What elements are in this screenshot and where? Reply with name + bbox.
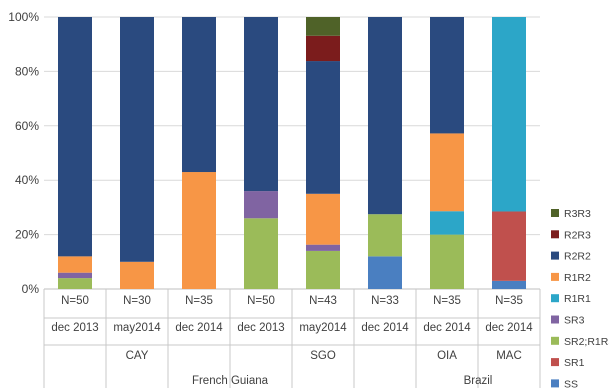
gridlines — [44, 16, 540, 290]
bar-stack — [306, 17, 340, 289]
legend-swatch — [551, 230, 559, 239]
bar-segment-ss — [368, 256, 402, 289]
bar-segment-r2r2 — [306, 61, 340, 194]
bar-segment-r1r1 — [492, 17, 526, 212]
x-country-label: French Guiana — [192, 375, 269, 387]
x-sample-size-label: N=35 — [433, 295, 461, 307]
x-date-label: dec 2013 — [51, 322, 98, 334]
bar-segment-r2r2 — [430, 17, 464, 134]
y-axis: 0% 20% 40% 60% 80% 100% — [8, 10, 39, 296]
y-tick-label: 20% — [15, 228, 39, 242]
x-sample-size-label: N=43 — [309, 295, 337, 307]
bar-segment-r1r2 — [58, 256, 92, 273]
bar-segment-sr2-r1r3 — [244, 218, 278, 289]
x-date-label: may2014 — [113, 322, 161, 334]
bar-segment-r3r3 — [306, 17, 340, 36]
legend-label: SS — [564, 378, 578, 388]
legend-label: R2R3 — [564, 229, 591, 241]
bar-stack — [430, 17, 464, 289]
x-site-label: CAY — [126, 350, 149, 362]
x-axis: N=50 dec 2013 N=30 may2014 N=35 dec 2014 N=50 d… — [43, 289, 541, 388]
legend-label: R3R3 — [564, 208, 591, 220]
bar-stack — [182, 17, 216, 289]
legend-item: R3R3 — [551, 208, 591, 220]
legend-item: SR1 — [551, 357, 585, 369]
x-sample-size-label: N=33 — [371, 295, 399, 307]
x-sample-size-label: N=30 — [123, 295, 151, 307]
bar-segment-r2r2 — [368, 17, 402, 215]
legend-item: R2R3 — [551, 229, 591, 241]
x-date-label: dec 2014 — [423, 322, 471, 334]
y-tick-label: 40% — [15, 173, 39, 187]
legend-swatch — [551, 294, 559, 303]
x-sample-size-label: N=35 — [495, 295, 523, 307]
x-date-label: dec 2013 — [237, 322, 284, 334]
x-date-label: dec 2014 — [485, 322, 533, 334]
bar-segment-sr2-r1r3 — [368, 214, 402, 257]
bar-stack — [492, 17, 526, 289]
bar-segment-sr3 — [306, 244, 340, 251]
legend-label: R2R2 — [564, 251, 591, 263]
bar-segment-sr3 — [58, 272, 92, 279]
bar-segment-ss — [492, 280, 526, 289]
bar-segment-r2r2 — [182, 17, 216, 173]
bar-segment-r2r2 — [244, 17, 278, 192]
bar-segment-r2r2 — [58, 17, 92, 257]
x-sample-size-label: N=35 — [185, 295, 213, 307]
legend-label: SR3 — [564, 315, 585, 327]
bar-segment-r1r2 — [430, 133, 464, 212]
legend-label: SR2;R1R3 — [564, 336, 609, 348]
bar-stack — [368, 17, 402, 289]
legend-item: SR2;R1R3 — [551, 336, 609, 348]
legend-swatch — [551, 209, 559, 217]
x-site-label: OIA — [437, 350, 457, 362]
legend-item: R2R2 — [551, 251, 591, 263]
legend-swatch — [551, 251, 559, 260]
legend-label: R1R2 — [564, 272, 591, 284]
legend-item: R1R2 — [551, 272, 591, 284]
bar-segment-r1r2 — [182, 172, 216, 289]
legend-swatch — [551, 358, 559, 367]
bar-segment-sr1 — [492, 211, 526, 281]
legend-swatch — [551, 379, 559, 388]
legend-swatch — [551, 336, 559, 345]
bar-stack — [58, 17, 92, 289]
y-tick-label: 80% — [15, 64, 39, 78]
bar-segment-sr2-r1r3 — [306, 250, 340, 289]
legend-swatch — [551, 315, 559, 324]
x-date-label: dec 2014 — [361, 322, 409, 334]
bar-segment-r1r2 — [120, 261, 154, 289]
x-sample-size-label: N=50 — [61, 295, 89, 307]
bar-segment-sr2-r1r3 — [58, 278, 92, 289]
bar-stack — [120, 17, 154, 289]
legend-label: SR1 — [564, 357, 585, 369]
legend-swatch — [551, 272, 559, 281]
legend-item: SR3 — [551, 315, 585, 327]
bar-segment-r1r1 — [430, 211, 464, 235]
x-date-label: dec 2014 — [175, 322, 223, 334]
y-tick-label: 100% — [8, 10, 39, 24]
bar-segment-sr2-r1r3 — [430, 234, 464, 289]
bar-stack — [244, 17, 278, 289]
x-sample-size-label: N=50 — [247, 295, 275, 307]
legend-item: SS — [551, 378, 578, 388]
x-date-label: may2014 — [299, 322, 347, 334]
bar-segment-r2r2 — [120, 17, 154, 262]
y-tick-label: 60% — [15, 119, 39, 133]
legend: R3R3 R2R3 R2R2 R1R2 R1R1 SR3 SR2;R1R3 SR1 SS — [551, 208, 609, 388]
legend-item: R1R1 — [551, 293, 591, 305]
bar-segment-r1r2 — [306, 193, 340, 245]
x-site-label: MAC — [496, 350, 522, 362]
bars — [58, 17, 526, 289]
x-site-label: SGO — [310, 350, 336, 362]
bar-segment-sr3 — [244, 191, 278, 219]
bar-segment-r2r3 — [306, 35, 340, 62]
y-tick-label: 0% — [22, 282, 40, 296]
x-country-label: Brazil — [464, 375, 493, 387]
legend-label: R1R1 — [564, 293, 591, 305]
